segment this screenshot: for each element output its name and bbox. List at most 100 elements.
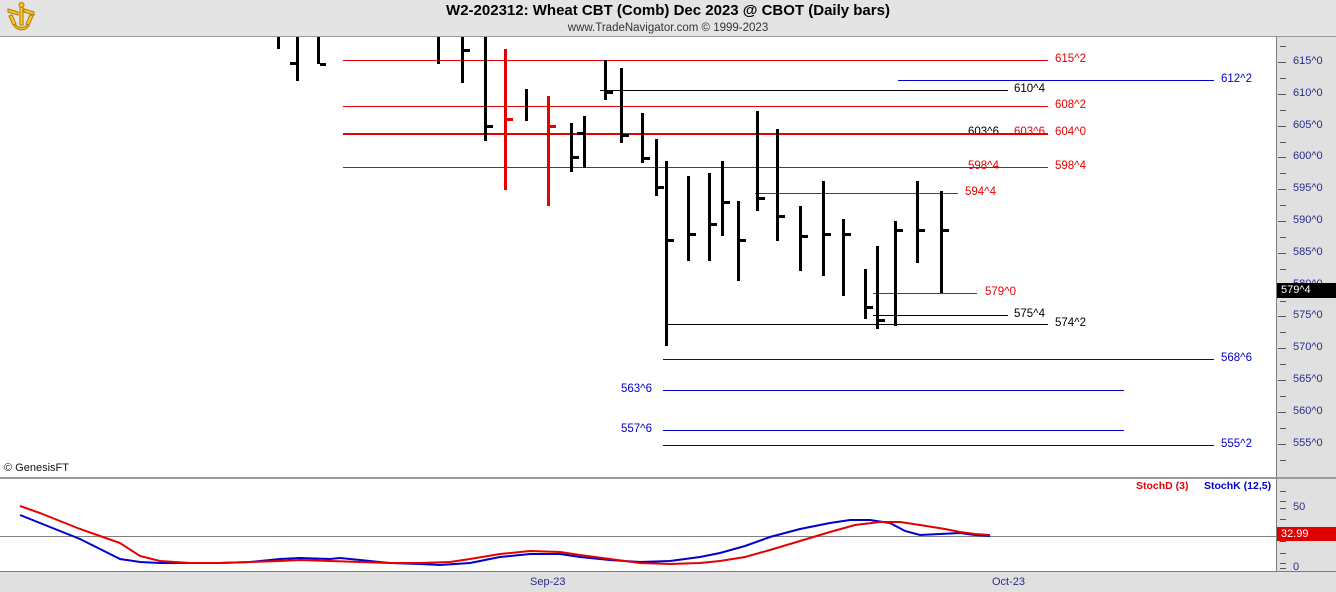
price-level-label: 555^2: [1221, 438, 1252, 450]
price-level-line[interactable]: [343, 167, 1048, 168]
price-level-line[interactable]: [600, 90, 1008, 91]
price-axis-tick: [1278, 93, 1286, 95]
price-level-line[interactable]: [873, 293, 977, 294]
price-level-line[interactable]: [873, 315, 1008, 316]
ohlc-bar-range: [940, 191, 943, 293]
ohlc-close-tick: [845, 233, 851, 236]
indicator-legend-item[interactable]: StochK (12,5): [1204, 480, 1272, 492]
ohlc-bar-range: [547, 96, 550, 206]
price-axis-tick: [1278, 221, 1286, 222]
price-level-label: 598^4: [1055, 160, 1086, 172]
ohlc-bar-range: [604, 60, 607, 100]
indicator-axis-tick: [1280, 508, 1286, 509]
ohlc-close-tick: [320, 63, 326, 66]
ohlc-close-tick: [867, 306, 873, 309]
stochastic-indicator-pane[interactable]: StochD (3) StochK (12,5): [0, 478, 1276, 572]
ohlc-close-tick: [607, 91, 613, 94]
time-axis-label: Sep-23: [530, 576, 566, 588]
price-level-label: 563^6: [621, 383, 652, 395]
indicator-axis[interactable]: 50 0 32.99: [1276, 478, 1336, 572]
ohlc-close-tick: [668, 239, 674, 242]
price-level-label: 604^0: [1055, 126, 1086, 138]
indicator-axis-tick: [1280, 501, 1286, 502]
ohlc-bar-range: [864, 269, 867, 319]
price-axis-label: 585^0: [1293, 245, 1323, 258]
price-level-line[interactable]: [663, 359, 1214, 360]
time-axis-label: Oct-23: [992, 576, 1026, 588]
price-axis-minor-tick: [1280, 332, 1286, 334]
price-axis-minor-tick: [1280, 268, 1286, 270]
price-axis-tick: [1278, 189, 1286, 191]
ohlc-bar-range: [525, 89, 528, 121]
ohlc-close-tick: [759, 197, 765, 200]
indicator-midline: [0, 536, 1276, 537]
price-axis-minor-tick: [1280, 427, 1286, 429]
ohlc-bar-range: [665, 161, 668, 346]
price-axis-label: 560^0: [1293, 404, 1323, 417]
ohlc-close-tick: [724, 201, 730, 204]
ohlc-close-tick: [507, 118, 513, 121]
price-level-label: 603^6: [968, 126, 999, 138]
ohlc-bar-range: [916, 181, 919, 263]
indicator-axis-tick: [1280, 519, 1286, 520]
price-axis[interactable]: 615^0610^0605^0600^0595^0590^0585^0580^0…: [1276, 36, 1336, 478]
price-axis-minor-tick: [1280, 205, 1286, 207]
indicator-axis-tick: [1280, 563, 1286, 564]
price-level-label: 557^6: [621, 423, 652, 435]
chart-header: W2-202312: Wheat CBT (Comb) Dec 2023 @ C…: [0, 0, 1336, 38]
price-axis-label: 605^0: [1293, 118, 1323, 131]
price-axis-label: 610^0: [1293, 86, 1323, 99]
ohlc-bar-range: [894, 221, 897, 326]
price-axis-label: 590^0: [1293, 214, 1323, 226]
price-level-label: 568^6: [1221, 352, 1252, 364]
price-axis-minor-tick: [1280, 236, 1286, 238]
stochastic-k-line: [19, 514, 991, 567]
price-axis-label: 570^0: [1293, 341, 1323, 354]
price-level-line[interactable]: [755, 193, 958, 194]
indicator-axis-tick: [1280, 553, 1286, 554]
ohlc-bar-range: [317, 37, 320, 64]
ohlc-bar-range: [277, 37, 280, 49]
ohlc-close-tick: [802, 235, 808, 238]
ohlc-close-tick: [897, 229, 903, 232]
price-axis-minor-tick: [1280, 141, 1286, 143]
price-level-line[interactable]: [665, 324, 1048, 325]
price-level-line[interactable]: [663, 445, 1214, 446]
ohlc-close-tick: [740, 239, 746, 242]
ohlc-bar-range: [583, 116, 586, 168]
stochastic-d-line: [19, 505, 991, 566]
price-level-label: 598^4: [968, 160, 999, 172]
price-axis-tick: [1278, 348, 1286, 350]
ohlc-close-tick: [644, 157, 650, 160]
ohlc-bar-range: [687, 176, 690, 261]
price-axis-label: 565^0: [1293, 373, 1323, 385]
indicator-legend-item[interactable]: StochD (3): [1136, 480, 1189, 492]
price-level-label: 612^2: [1221, 73, 1252, 85]
price-level-label: 575^4: [1014, 308, 1045, 320]
ohlc-close-tick: [658, 186, 664, 189]
price-axis-minor-tick: [1280, 77, 1286, 79]
price-level-line[interactable]: [898, 80, 1214, 81]
ohlc-bar-range: [504, 49, 507, 190]
genesis-anchor-logo-icon: [4, 1, 38, 31]
ohlc-bar-range: [822, 181, 825, 276]
price-chart-pane[interactable]: 615^2 612^2 610^4 608^2 603^6 603^6 604^0 598^4…: [0, 36, 1276, 478]
price-level-line[interactable]: [343, 133, 1048, 135]
ohlc-bar-range: [620, 68, 623, 143]
ohlc-bar-range: [842, 219, 845, 296]
price-axis-minor-tick: [1280, 109, 1286, 111]
chart-subtitle: www.TradeNavigator.com © 1999-2023: [567, 22, 769, 34]
price-level-line[interactable]: [343, 60, 1048, 61]
price-level-label: 610^4: [1014, 83, 1045, 95]
price-axis-minor-tick: [1280, 364, 1286, 366]
ohlc-close-tick: [487, 125, 493, 128]
time-axis[interactable]: Sep-23 Oct-23: [0, 571, 1336, 592]
ohlc-close-tick: [711, 223, 717, 226]
price-level-line[interactable]: [343, 106, 1048, 107]
ohlc-close-tick: [919, 229, 925, 232]
price-level-label: 615^2: [1055, 53, 1086, 65]
price-level-label: 574^2: [1055, 317, 1086, 329]
price-level-line[interactable]: [663, 430, 1124, 431]
price-level-line[interactable]: [663, 390, 1124, 391]
